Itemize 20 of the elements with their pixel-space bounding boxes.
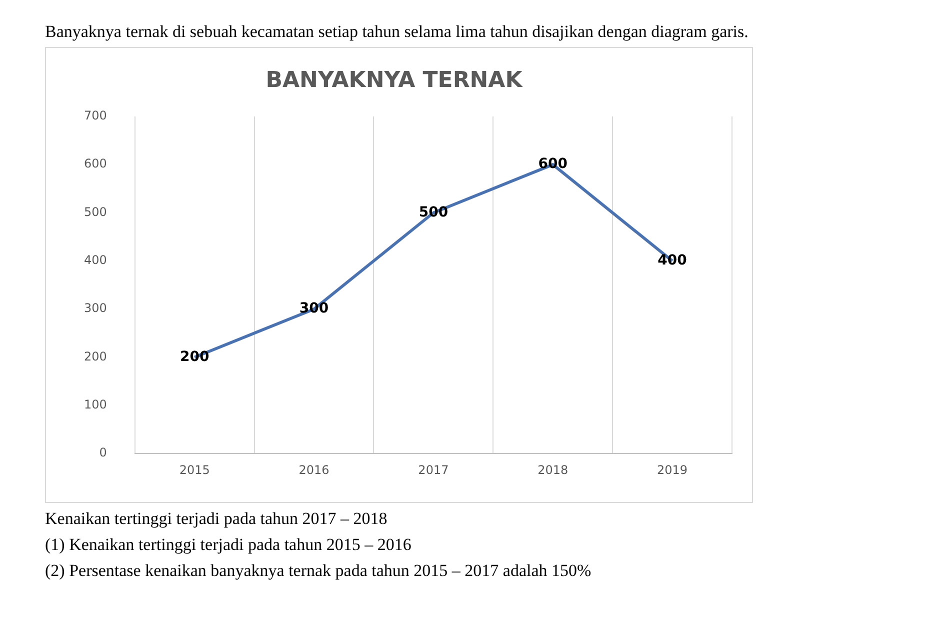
chart-title: BANYAKNYA TERNAK <box>266 68 524 93</box>
x-tick-label: 2019 <box>657 462 688 477</box>
y-tick-label: 600 <box>84 156 107 171</box>
data-label: 400 <box>658 252 688 269</box>
x-tick-label: 2017 <box>418 462 449 477</box>
y-tick-label: 0 <box>99 446 107 460</box>
data-label: 200 <box>180 348 210 365</box>
text: (2) Persentase kenaikan banyaknya ternak pada tahun 2015 – 2017 adalah 150% <box>45 560 592 582</box>
x-tick-label: 2016 <box>298 462 330 477</box>
text: Kenaikan tertinggi terjadi pada tahun 2017 – 2018 <box>45 508 388 530</box>
y-tick-label: 700 <box>84 108 107 123</box>
y-tick-label: 500 <box>84 204 107 219</box>
text: (1) Kenaikan tertinggi terjadi pada tahun 2015 – 2016 <box>45 534 412 556</box>
y-tick-label: 100 <box>84 398 107 412</box>
y-tick-label: 300 <box>84 301 107 316</box>
chart-subtitle: Banyaknya ternak di sebuah kecamatan setiap tahun selama lima tahun disajikan dengan diagram garis. <box>45 22 748 42</box>
x-tick-label: 2018 <box>538 462 568 477</box>
x-tick-label: 2015 <box>179 462 210 477</box>
y-tick-label: 200 <box>84 349 107 364</box>
y-tick-label: 400 <box>84 253 107 268</box>
